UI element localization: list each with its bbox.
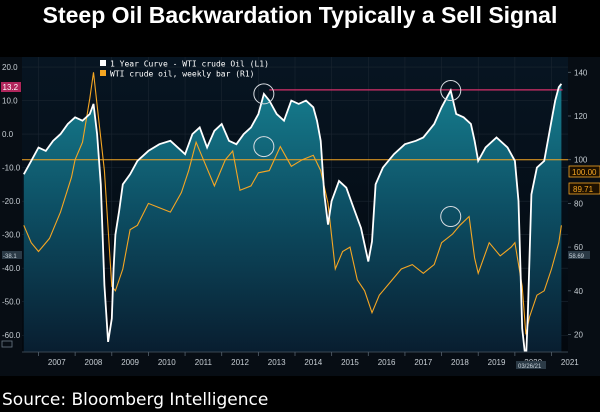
- x-tick-label: 2010: [158, 358, 176, 367]
- left-tick-label: -60.0: [2, 331, 21, 340]
- legend-label-price: WTI crude oil, weekly bar (R1): [110, 70, 255, 79]
- left-tick-label: -20.0: [2, 197, 21, 206]
- highlight-circle: [440, 80, 462, 102]
- series-line-wti-price: [23, 72, 562, 335]
- left-tick-label: 0.0: [2, 130, 14, 139]
- right-tick-label: 80: [574, 199, 583, 208]
- tag-left-13: 13.2: [3, 83, 19, 92]
- highlight-circle: [440, 206, 462, 228]
- x-tick-label: 2019: [488, 358, 506, 367]
- left-tick-label: 10.0: [2, 97, 18, 106]
- highlight-circle: [253, 83, 275, 105]
- highlight-circles: [253, 80, 462, 228]
- tag-right-mini-bg: [568, 251, 590, 259]
- x-tick-label: 2013: [268, 358, 286, 367]
- left-tick-label: 20.0: [2, 63, 18, 72]
- chart-options-icon[interactable]: [1, 340, 13, 348]
- legend-label-curve: 1 Year Curve - WTI crude Oil (L1): [110, 60, 269, 69]
- x-tick-label: 2014: [304, 358, 322, 367]
- right-tick-label: 100: [574, 156, 588, 165]
- legend-swatch-price: [100, 70, 106, 76]
- left-tick-label: -50.0: [2, 298, 21, 307]
- right-tick-label: 140: [574, 68, 588, 77]
- highlight-circle: [253, 136, 275, 158]
- tag-right-last-bg: [568, 182, 600, 195]
- x-tick-label: 2016: [378, 358, 396, 367]
- tag-left-mini-bg: [2, 251, 22, 259]
- page-title: Steep Oil Backwardation Typically a Sell…: [42, 2, 558, 28]
- x-tick-label: 2015: [341, 358, 359, 367]
- x-tick-label: 2017: [414, 358, 432, 367]
- x-tick-label: 2008: [85, 358, 103, 367]
- tag-date-bg: [516, 361, 546, 369]
- tag-left-13-bg: [1, 82, 21, 92]
- curve-area: [23, 83, 562, 352]
- x-tick-label: 2021: [561, 358, 579, 367]
- tag-right-100-bg: [568, 165, 600, 178]
- legend-swatch-curve: [100, 60, 106, 66]
- x-axis: 2007 2008 2009 2010 2011 2012 2013 2014 2015 2016…: [38, 352, 579, 367]
- right-axis: 140 120 100 80 60 40 20: [568, 68, 588, 340]
- series-line-1y-curve: [23, 83, 563, 352]
- left-tick-label: -30.0: [2, 231, 21, 240]
- tag-right-last: 89.71: [573, 185, 594, 194]
- x-tick-label: 2007: [48, 358, 66, 367]
- x-tick-label: 2018: [451, 358, 469, 367]
- right-tick-label: 20: [574, 331, 583, 340]
- source-note: Source: Bloomberg Intelligence: [2, 390, 269, 410]
- right-tick-label: 40: [574, 287, 583, 296]
- tag-right-100: 100.00: [572, 168, 597, 177]
- right-tick-label: 60: [574, 243, 583, 252]
- tag-date: 03/26/21: [518, 364, 542, 370]
- left-axis: 20.0 10.0 0.0 -10.0 -20.0 -30.0 -40.0 -50.0 -60.…: [2, 63, 21, 340]
- tag-left-mini: -38.1: [3, 254, 17, 260]
- left-tick-label: -40.0: [2, 264, 21, 273]
- x-tick-label: 2012: [231, 358, 249, 367]
- x-tick-label: 2009: [121, 358, 139, 367]
- tag-right-mini: 58.69: [569, 254, 585, 260]
- left-tick-label: -10.0: [2, 164, 21, 173]
- x-tick-label: 2011: [195, 358, 213, 367]
- right-tick-label: 120: [574, 112, 588, 121]
